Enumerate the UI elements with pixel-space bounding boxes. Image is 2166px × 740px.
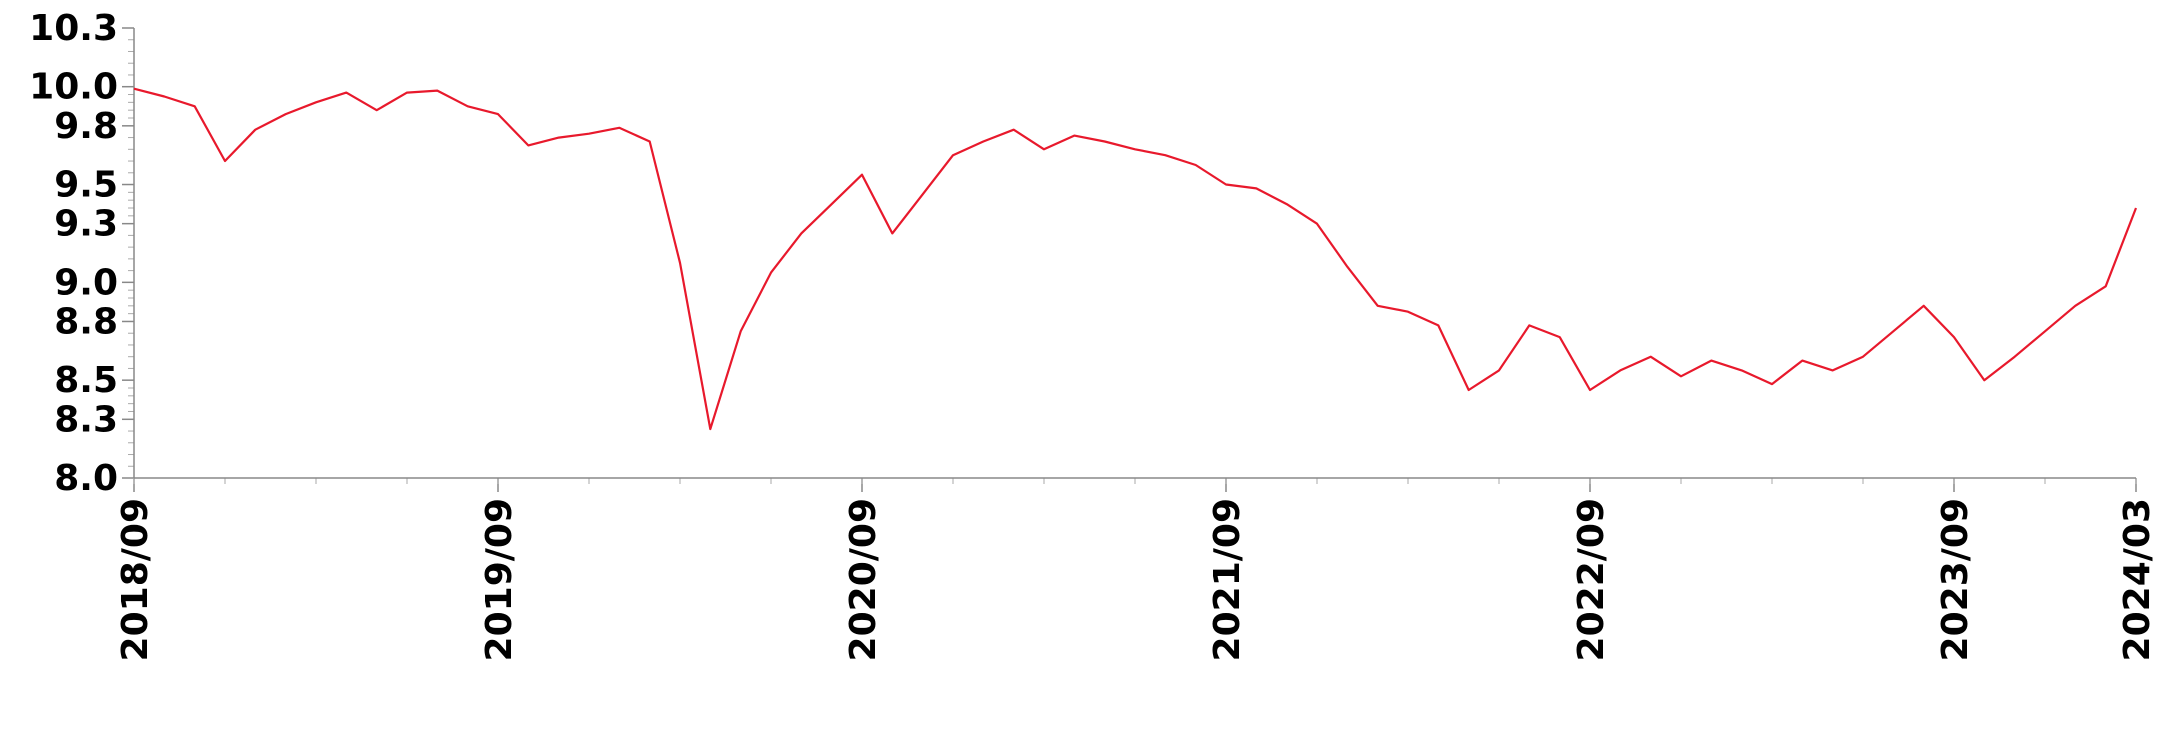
y-tick-label: 9.8	[54, 106, 118, 147]
y-tick-label: 8.5	[54, 360, 118, 401]
x-tick-label: 2020/09	[843, 498, 884, 661]
y-tick-label: 8.3	[54, 399, 118, 440]
y-tick-label: 10.0	[29, 67, 118, 108]
x-tick-label: 2018/09	[115, 498, 156, 661]
y-tick-label: 9.0	[54, 262, 118, 303]
x-tick-label: 2024/03	[2117, 498, 2158, 661]
x-axis: 2018/09 2019/09 2020/09 2021/09 2022/09 2023/…	[115, 478, 2158, 661]
x-tick-label: 2021/09	[1207, 498, 1248, 661]
y-tick-label: 8.8	[54, 301, 118, 342]
y-tick-label: 9.3	[54, 204, 118, 245]
y-axis: 8.0 8.38.5 8.89.0 9.39.5 9.810.0 10.3	[29, 8, 134, 499]
x-tick-label: 2023/09	[1935, 498, 1976, 661]
series-layer	[133, 87, 2138, 431]
y-tick-label: 9.5	[54, 165, 118, 206]
x-tick-label: 2022/09	[1571, 498, 1612, 661]
series-line	[133, 87, 2138, 431]
y-tick-label: 8.0	[54, 458, 118, 499]
y-tick-label: 10.3	[29, 8, 118, 49]
x-tick-label: 2019/09	[479, 498, 520, 661]
